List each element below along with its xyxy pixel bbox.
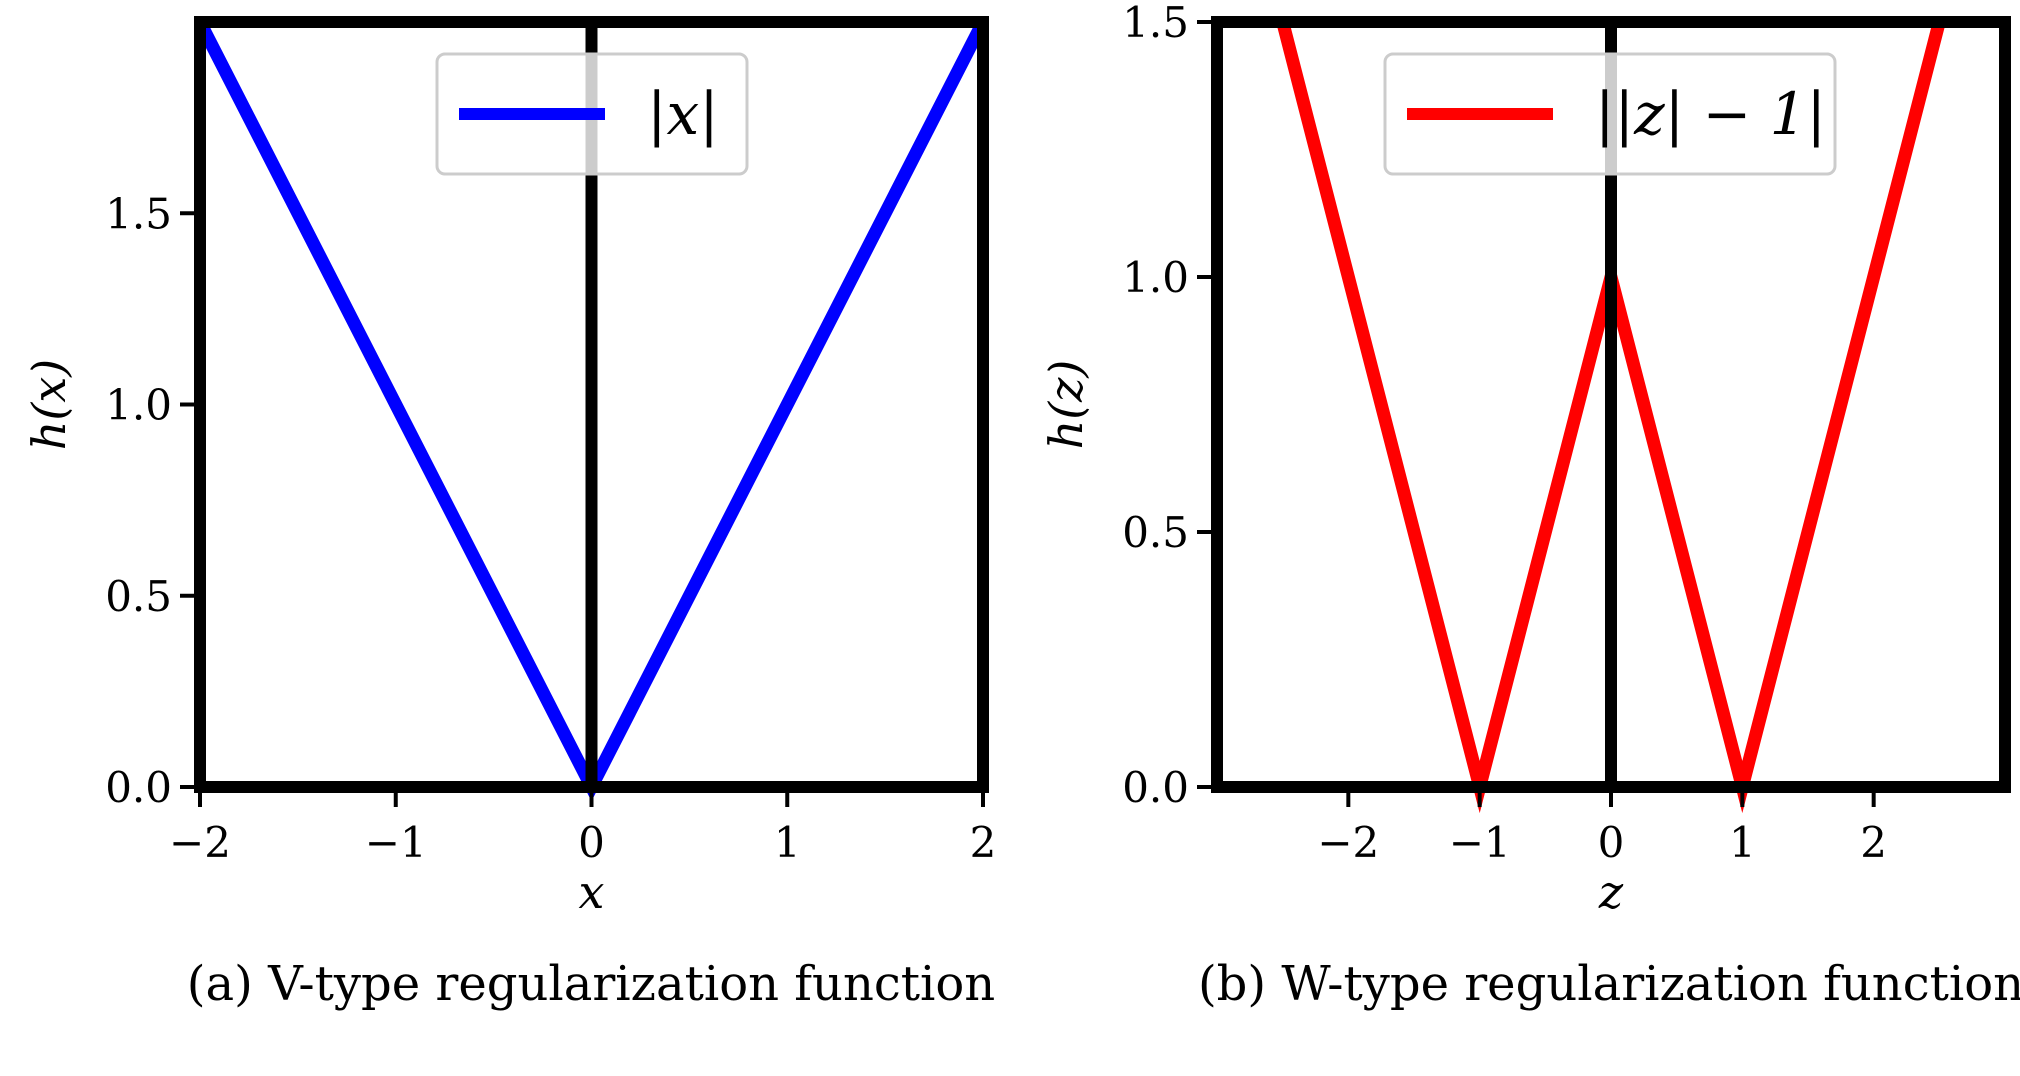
y-tick-label: 0.5 [1122,508,1189,557]
y-tick-label: 0.0 [105,763,172,812]
y-tick-label: 0.0 [1122,763,1189,812]
panel-a: −2 −1 0 1 2 0.0 0.5 1.0 1.5 x h(x) (a) V-type r… [22,16,997,1012]
x-tick-label: 0 [1598,818,1625,867]
caption: (a) V-type regularization function [187,956,995,1012]
plot-frame [194,16,989,793]
x-tick-label: −2 [169,818,231,867]
legend: ||z| − 1| [1383,52,1837,176]
x-tick-label: 2 [1860,818,1887,867]
legend-box [1383,52,1837,176]
legend-entry-label: ||z| − 1| [1595,80,1826,148]
y-axis-label: h(x) [22,359,76,450]
y-tick-label: 1.0 [105,381,172,430]
panel-b: −2 −1 0 1 2 0.0 0.5 1.0 1.5 z h(z) (b) W-type r… [1039,0,2020,1012]
x-axis-label: z [1598,865,1624,919]
x-tick-label: 0 [578,818,605,867]
x-tick-label: −1 [365,818,427,867]
legend: |x| [435,52,749,176]
x-tick-label: −2 [1317,818,1379,867]
x-tick-label: −1 [1449,818,1511,867]
y-axis-label: h(z) [1039,360,1093,450]
y-tick-label: 1.5 [105,189,172,238]
y-tick-label: 1.0 [1122,253,1189,302]
legend-entry-label: |x| [647,80,719,148]
x-tick-label: 1 [1729,818,1756,867]
y-tick-label: 1.5 [1122,0,1189,47]
x-axis-label: x [579,865,605,919]
x-tick-label: 2 [970,818,997,867]
x-tick-label: 1 [774,818,801,867]
caption: (b) W-type regularization function [1198,956,2020,1012]
y-tick-label: 0.5 [105,572,172,621]
plot-frame [1211,16,2011,793]
